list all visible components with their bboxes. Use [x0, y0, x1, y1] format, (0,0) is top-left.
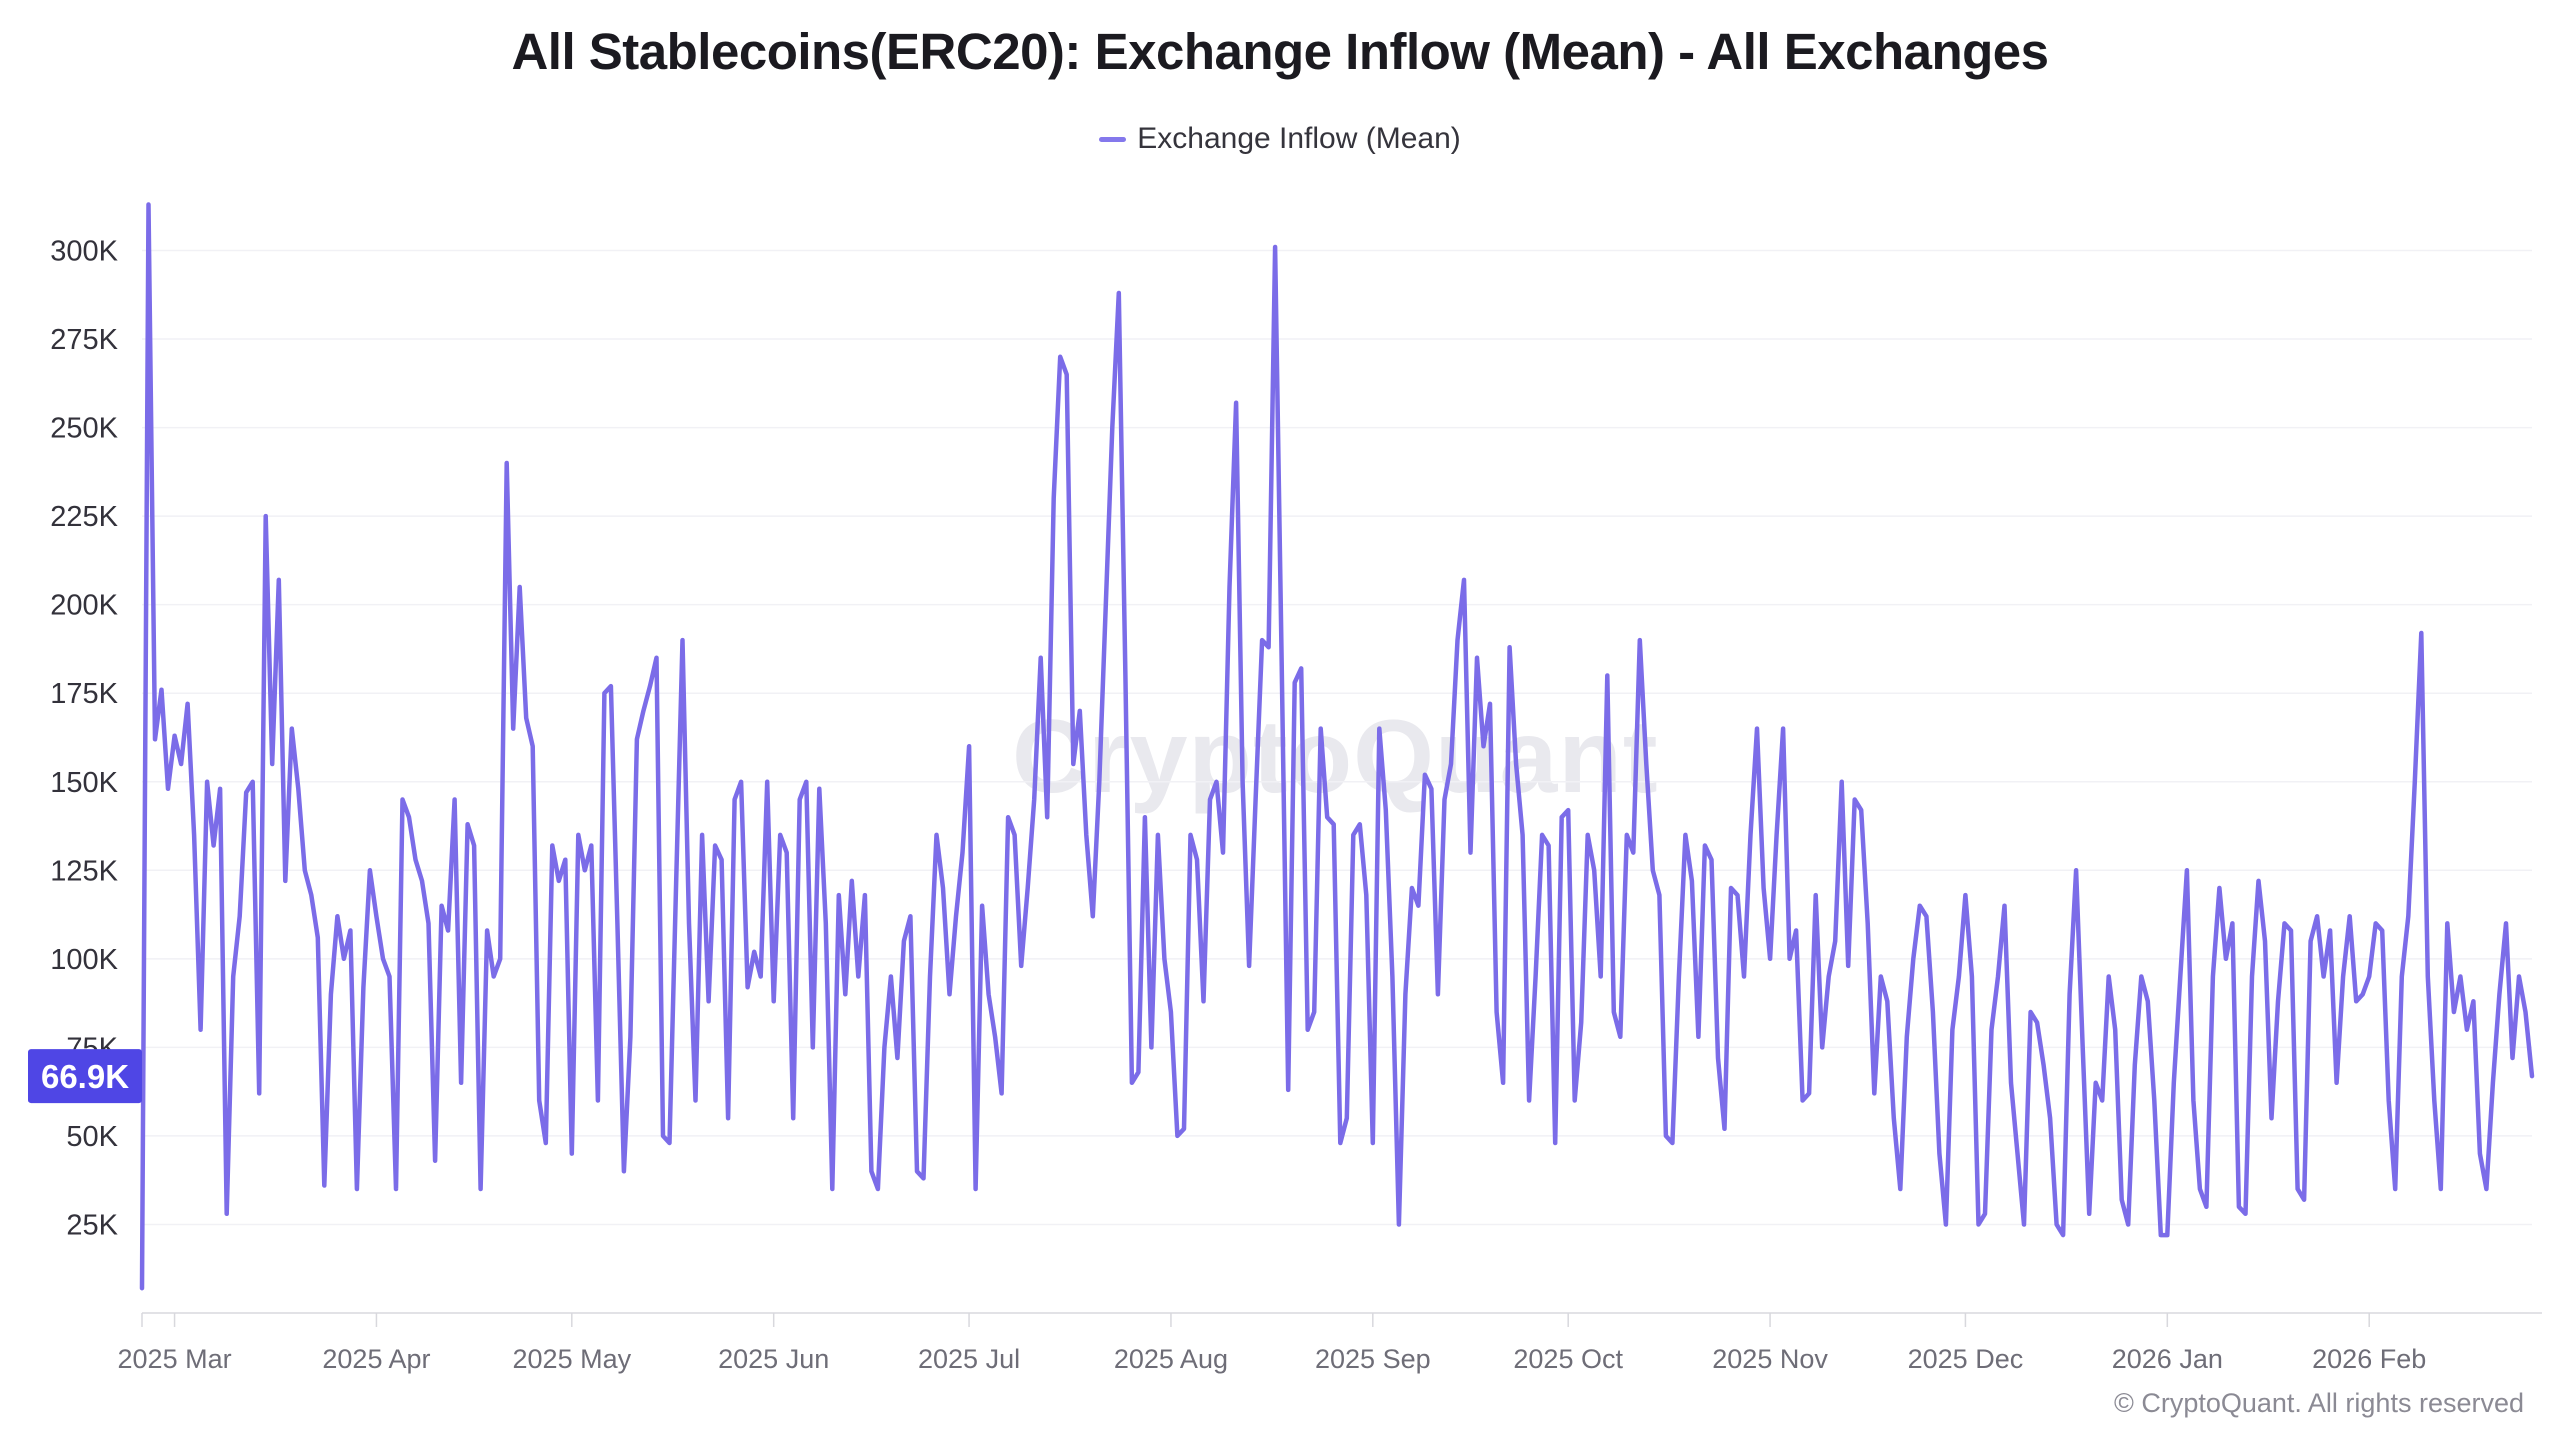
x-axis-label: 2025 May [513, 1344, 632, 1374]
y-axis-label: 275K [50, 324, 118, 356]
y-axis-label: 200K [50, 590, 118, 622]
x-axis-label: 2025 Mar [118, 1344, 232, 1374]
legend-item-exchange-inflow[interactable]: Exchange Inflow (Mean) [0, 122, 2560, 156]
x-axis-label: 2025 Oct [1513, 1344, 1623, 1374]
latest-value-label: 66.9K [41, 1058, 129, 1095]
latest-value-badge: 66.9K [28, 1049, 142, 1104]
y-axis-label: 175K [50, 678, 118, 710]
x-axis-label: 2025 Dec [1908, 1344, 2024, 1374]
x-axis-label: 2026 Jan [2112, 1344, 2223, 1374]
x-axis-label: 2025 Aug [1114, 1344, 1228, 1374]
y-axis-label: 25K [66, 1209, 118, 1241]
copyright-text: © CryptoQuant. All rights reserved [2113, 1388, 2524, 1418]
y-axis-label: 100K [50, 944, 118, 976]
x-axis-label: 2025 Nov [1712, 1344, 1828, 1374]
legend-label: Exchange Inflow (Mean) [1137, 122, 1461, 155]
x-axis-labels: 2025 Mar 2025 Apr 2025 May 2025 Jun 2025 Jul… [118, 1344, 2427, 1374]
series-line-exchange-inflow[interactable] [139, 202, 2535, 1291]
x-axis-label: 2025 Sep [1315, 1344, 1431, 1374]
watermark: CryptoQuant [1012, 699, 1659, 815]
y-axis-label: 50K [66, 1121, 118, 1153]
y-axis-label: 150K [50, 767, 118, 799]
x-axis-tick-marks [141, 1313, 2370, 1327]
y-axis-label: 225K [50, 501, 118, 533]
chart-title: All Stablecoins(ERC20): Exchange Inflow … [511, 23, 2049, 80]
y-axis-label: 250K [50, 413, 118, 445]
y-axis-label: 300K [50, 236, 118, 268]
x-axis-label: 2025 Apr [322, 1344, 430, 1374]
x-axis-label: 2025 Jun [718, 1344, 829, 1374]
x-axis-label: 2025 Jul [918, 1344, 1020, 1374]
y-axis-label: 125K [50, 855, 118, 887]
legend-line-icon [1099, 136, 1127, 142]
x-axis-label: 2026 Feb [2312, 1344, 2426, 1374]
latest-value-badge-background [28, 1049, 142, 1104]
